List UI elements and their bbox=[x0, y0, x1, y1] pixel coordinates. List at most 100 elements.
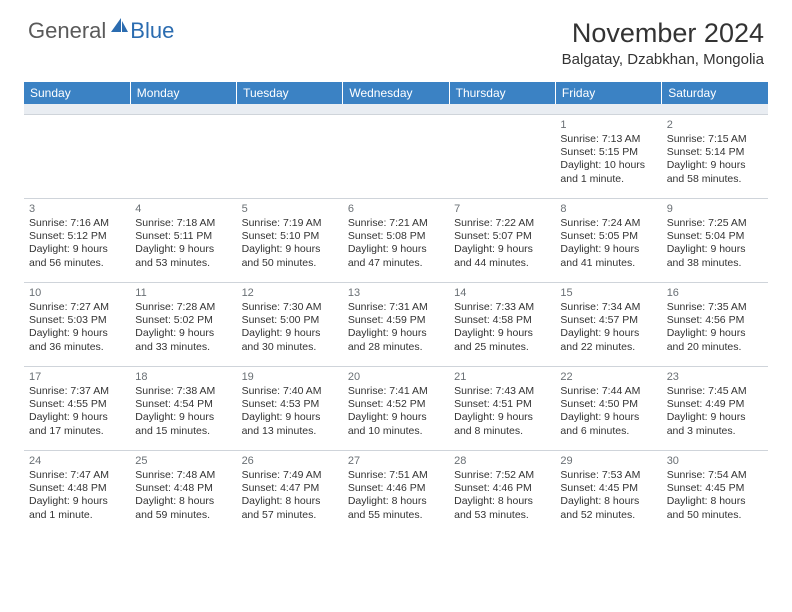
sunset-text: Sunset: 4:45 PM bbox=[667, 482, 763, 495]
calendar-cell: 27Sunrise: 7:51 AMSunset: 4:46 PMDayligh… bbox=[343, 450, 449, 534]
sunrise-text: Sunrise: 7:38 AM bbox=[135, 385, 231, 398]
daylight-text: Daylight: 9 hours and 3 minutes. bbox=[667, 411, 763, 438]
sunset-text: Sunset: 4:59 PM bbox=[348, 314, 444, 327]
sunset-text: Sunset: 5:10 PM bbox=[242, 230, 338, 243]
calendar-cell: 29Sunrise: 7:53 AMSunset: 4:45 PMDayligh… bbox=[555, 450, 661, 534]
sunset-text: Sunset: 4:47 PM bbox=[242, 482, 338, 495]
calendar-cell: 19Sunrise: 7:40 AMSunset: 4:53 PMDayligh… bbox=[237, 366, 343, 450]
calendar-row: 10Sunrise: 7:27 AMSunset: 5:03 PMDayligh… bbox=[24, 282, 768, 366]
sunrise-text: Sunrise: 7:27 AM bbox=[29, 301, 125, 314]
day-number: 30 bbox=[667, 454, 763, 468]
calendar-cell: 2Sunrise: 7:15 AMSunset: 5:14 PMDaylight… bbox=[662, 114, 768, 198]
calendar-cell: 23Sunrise: 7:45 AMSunset: 4:49 PMDayligh… bbox=[662, 366, 768, 450]
daylight-text: Daylight: 8 hours and 50 minutes. bbox=[667, 495, 763, 522]
daylight-text: Daylight: 9 hours and 28 minutes. bbox=[348, 327, 444, 354]
calendar-cell-empty bbox=[24, 114, 130, 198]
sunset-text: Sunset: 4:51 PM bbox=[454, 398, 550, 411]
calendar-cell: 5Sunrise: 7:19 AMSunset: 5:10 PMDaylight… bbox=[237, 198, 343, 282]
day-number: 26 bbox=[242, 454, 338, 468]
day-number: 9 bbox=[667, 202, 763, 216]
sunrise-text: Sunrise: 7:48 AM bbox=[135, 469, 231, 482]
sunset-text: Sunset: 4:52 PM bbox=[348, 398, 444, 411]
day-number: 17 bbox=[29, 370, 125, 384]
sunrise-text: Sunrise: 7:52 AM bbox=[454, 469, 550, 482]
daylight-text: Daylight: 9 hours and 58 minutes. bbox=[667, 159, 763, 186]
day-number: 15 bbox=[560, 286, 656, 300]
sunrise-text: Sunrise: 7:51 AM bbox=[348, 469, 444, 482]
sunrise-text: Sunrise: 7:19 AM bbox=[242, 217, 338, 230]
sunset-text: Sunset: 5:02 PM bbox=[135, 314, 231, 327]
sunrise-text: Sunrise: 7:43 AM bbox=[454, 385, 550, 398]
title-block: November 2024 Balgatay, Dzabkhan, Mongol… bbox=[562, 18, 764, 68]
calendar-cell: 28Sunrise: 7:52 AMSunset: 4:46 PMDayligh… bbox=[449, 450, 555, 534]
sunrise-text: Sunrise: 7:41 AM bbox=[348, 385, 444, 398]
header: General Blue November 2024 Balgatay, Dza… bbox=[0, 0, 792, 74]
calendar-cell: 21Sunrise: 7:43 AMSunset: 4:51 PMDayligh… bbox=[449, 366, 555, 450]
day-number: 18 bbox=[135, 370, 231, 384]
daylight-text: Daylight: 8 hours and 57 minutes. bbox=[242, 495, 338, 522]
calendar-cell: 22Sunrise: 7:44 AMSunset: 4:50 PMDayligh… bbox=[555, 366, 661, 450]
daylight-text: Daylight: 10 hours and 1 minute. bbox=[560, 159, 656, 186]
weekday-header: Sunday bbox=[24, 82, 130, 104]
sunset-text: Sunset: 5:11 PM bbox=[135, 230, 231, 243]
spacer-cell bbox=[237, 104, 343, 114]
daylight-text: Daylight: 9 hours and 44 minutes. bbox=[454, 243, 550, 270]
sunset-text: Sunset: 4:48 PM bbox=[135, 482, 231, 495]
daylight-text: Daylight: 9 hours and 6 minutes. bbox=[560, 411, 656, 438]
calendar-cell: 30Sunrise: 7:54 AMSunset: 4:45 PMDayligh… bbox=[662, 450, 768, 534]
sunset-text: Sunset: 4:53 PM bbox=[242, 398, 338, 411]
daylight-text: Daylight: 9 hours and 1 minute. bbox=[29, 495, 125, 522]
daylight-text: Daylight: 9 hours and 13 minutes. bbox=[242, 411, 338, 438]
sunrise-text: Sunrise: 7:24 AM bbox=[560, 217, 656, 230]
weekday-header: Thursday bbox=[449, 82, 555, 104]
sunrise-text: Sunrise: 7:40 AM bbox=[242, 385, 338, 398]
day-number: 28 bbox=[454, 454, 550, 468]
sunset-text: Sunset: 5:12 PM bbox=[29, 230, 125, 243]
calendar-table: SundayMondayTuesdayWednesdayThursdayFrid… bbox=[24, 82, 768, 534]
sunset-text: Sunset: 4:50 PM bbox=[560, 398, 656, 411]
weekday-header-row: SundayMondayTuesdayWednesdayThursdayFrid… bbox=[24, 82, 768, 104]
calendar-cell: 20Sunrise: 7:41 AMSunset: 4:52 PMDayligh… bbox=[343, 366, 449, 450]
daylight-text: Daylight: 8 hours and 53 minutes. bbox=[454, 495, 550, 522]
daylight-text: Daylight: 9 hours and 56 minutes. bbox=[29, 243, 125, 270]
day-number: 23 bbox=[667, 370, 763, 384]
sunrise-text: Sunrise: 7:47 AM bbox=[29, 469, 125, 482]
sunrise-text: Sunrise: 7:15 AM bbox=[667, 133, 763, 146]
sunset-text: Sunset: 5:05 PM bbox=[560, 230, 656, 243]
day-number: 4 bbox=[135, 202, 231, 216]
sunset-text: Sunset: 4:45 PM bbox=[560, 482, 656, 495]
calendar-cell: 11Sunrise: 7:28 AMSunset: 5:02 PMDayligh… bbox=[130, 282, 236, 366]
spacer-cell bbox=[449, 104, 555, 114]
calendar-cell: 4Sunrise: 7:18 AMSunset: 5:11 PMDaylight… bbox=[130, 198, 236, 282]
sunrise-text: Sunrise: 7:21 AM bbox=[348, 217, 444, 230]
sunset-text: Sunset: 4:57 PM bbox=[560, 314, 656, 327]
logo-text-blue: Blue bbox=[130, 18, 174, 44]
daylight-text: Daylight: 9 hours and 10 minutes. bbox=[348, 411, 444, 438]
logo-text-general: General bbox=[28, 18, 106, 44]
daylight-text: Daylight: 9 hours and 53 minutes. bbox=[135, 243, 231, 270]
sunset-text: Sunset: 4:49 PM bbox=[667, 398, 763, 411]
spacer-cell bbox=[24, 104, 130, 114]
daylight-text: Daylight: 9 hours and 8 minutes. bbox=[454, 411, 550, 438]
day-number: 20 bbox=[348, 370, 444, 384]
logo-sail-icon bbox=[111, 18, 129, 39]
sunrise-text: Sunrise: 7:33 AM bbox=[454, 301, 550, 314]
day-number: 21 bbox=[454, 370, 550, 384]
sunrise-text: Sunrise: 7:30 AM bbox=[242, 301, 338, 314]
day-number: 27 bbox=[348, 454, 444, 468]
calendar-cell: 9Sunrise: 7:25 AMSunset: 5:04 PMDaylight… bbox=[662, 198, 768, 282]
day-number: 25 bbox=[135, 454, 231, 468]
calendar-cell: 25Sunrise: 7:48 AMSunset: 4:48 PMDayligh… bbox=[130, 450, 236, 534]
daylight-text: Daylight: 9 hours and 47 minutes. bbox=[348, 243, 444, 270]
day-number: 29 bbox=[560, 454, 656, 468]
daylight-text: Daylight: 9 hours and 41 minutes. bbox=[560, 243, 656, 270]
calendar-cell: 10Sunrise: 7:27 AMSunset: 5:03 PMDayligh… bbox=[24, 282, 130, 366]
sunrise-text: Sunrise: 7:28 AM bbox=[135, 301, 231, 314]
sunrise-text: Sunrise: 7:25 AM bbox=[667, 217, 763, 230]
spacer-cell bbox=[343, 104, 449, 114]
day-number: 3 bbox=[29, 202, 125, 216]
calendar-row: 1Sunrise: 7:13 AMSunset: 5:15 PMDaylight… bbox=[24, 114, 768, 198]
calendar-cell: 8Sunrise: 7:24 AMSunset: 5:05 PMDaylight… bbox=[555, 198, 661, 282]
calendar-cell-empty bbox=[449, 114, 555, 198]
calendar-cell: 24Sunrise: 7:47 AMSunset: 4:48 PMDayligh… bbox=[24, 450, 130, 534]
